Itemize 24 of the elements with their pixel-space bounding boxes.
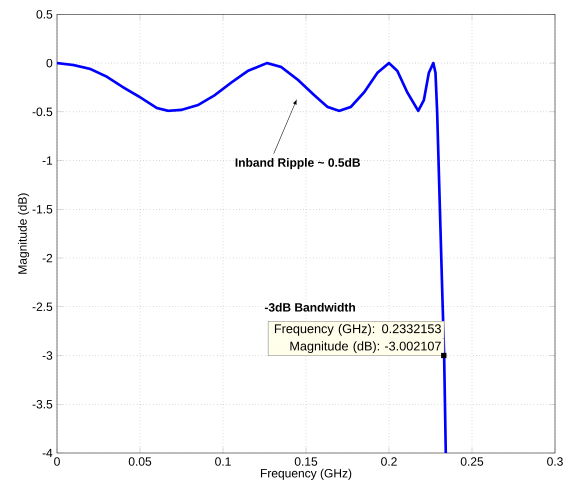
y-tick-label: -0.5 <box>32 108 52 116</box>
line-series <box>56 62 448 454</box>
y-tick-label: -3 <box>42 351 52 360</box>
x-tick-label: 0.15 <box>294 457 318 466</box>
annotation: Frequency (GHz): 0.2332153 <box>274 324 441 336</box>
y-axis-title: Magnitude (dB) <box>18 193 30 274</box>
annotation: Magnitude (dB): -3.002107 <box>290 341 441 354</box>
y-tick-label: -2 <box>42 254 52 262</box>
annotation: -3dB Bandwidth <box>264 302 355 312</box>
annotation: Inband Ripple ~ 0.5dB <box>236 158 360 170</box>
x-tick-label: 0.05 <box>128 457 152 466</box>
x-axis-title: Frequency (GHz) <box>260 468 352 480</box>
y-tick-label: -1 <box>42 156 52 165</box>
x-tick-label: 0.2 <box>381 457 397 466</box>
y-tick-label: -3.5 <box>32 400 52 409</box>
x-tick-label: 0.3 <box>547 457 563 466</box>
y-tick-label: -2.5 <box>32 302 52 312</box>
x-tick-label: 0 <box>54 457 60 466</box>
x-tick-label: 0.1 <box>215 457 231 466</box>
x-tick-label: 0.25 <box>460 457 484 466</box>
y-tick-label: -1.5 <box>32 205 52 214</box>
y-tick-label: -4 <box>42 448 52 458</box>
y-tick-label: 0.5 <box>36 10 52 19</box>
y-tick-label: 0 <box>46 58 52 68</box>
